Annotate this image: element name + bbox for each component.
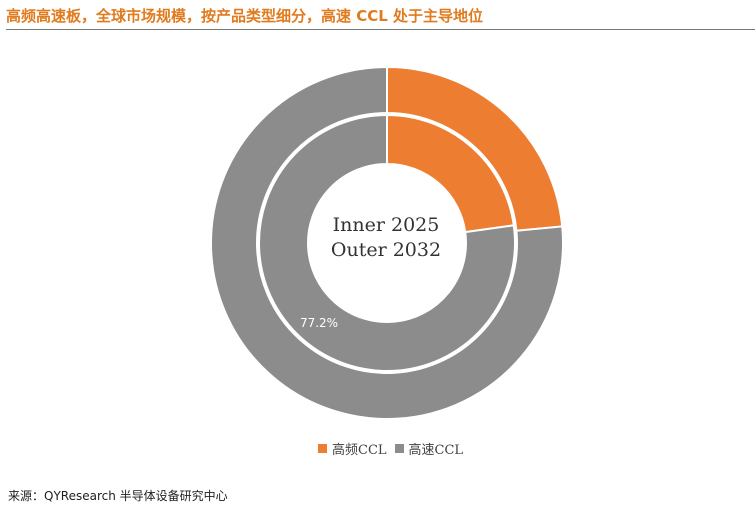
legend-swatch-high-frequency xyxy=(318,443,327,453)
chart-title: 高频高速板，全球市场规模，按产品类型细分，高速 CCL 处于主导地位 xyxy=(6,7,484,25)
legend-label-high-speed: 高速CCL xyxy=(408,442,464,458)
data-labels: 77.2% xyxy=(300,316,338,330)
outer-ring-2032 xyxy=(210,65,564,420)
title-divider xyxy=(6,29,755,30)
legend-item-high-speed: 高速CCL xyxy=(394,439,464,458)
legend-swatch-high-speed xyxy=(394,443,404,453)
inner-ring-2025 xyxy=(258,113,516,372)
center-label-inner: Inner 2025 xyxy=(333,214,440,236)
center-label-outer: Outer 2032 xyxy=(331,239,441,261)
outer-slice-high-speed xyxy=(210,65,564,420)
chart-legend: 高频CCL 高速CCL xyxy=(318,438,471,458)
legend-label-high-frequency: 高频CCL xyxy=(332,442,387,458)
legend-item-high-frequency: 高频CCL xyxy=(318,439,387,458)
inner-slice-high-speed xyxy=(258,113,516,372)
data-label-inner-high-speed: 77.2% xyxy=(300,316,338,330)
source-note: 来源：QYResearch 半导体设备研究中心 xyxy=(8,489,228,503)
